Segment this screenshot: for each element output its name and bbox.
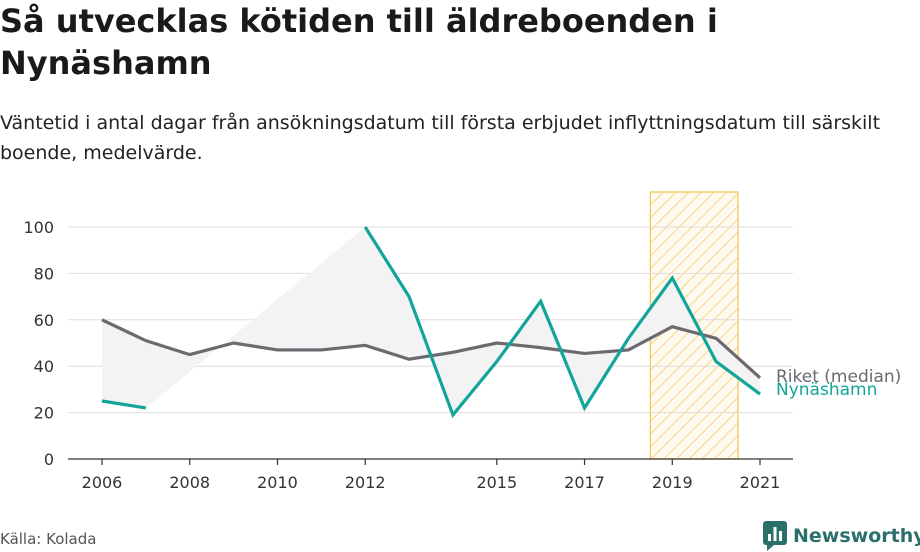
x-tick-label-2017: 2017: [564, 473, 605, 492]
brand-logo[interactable]: Newsworthy: [763, 520, 920, 552]
x-tick-label-2006: 2006: [82, 473, 123, 492]
x-tick-label-2015: 2015: [476, 473, 517, 492]
y-tick-label-20: 20: [34, 404, 54, 423]
x-tick-label-2012: 2012: [345, 473, 386, 492]
newsworthy-logo-icon: [763, 521, 787, 551]
difference-band: [102, 319, 146, 408]
x-tick-label-2010: 2010: [257, 473, 298, 492]
series-label-riket: Riket (median): [776, 367, 901, 387]
line-chart: 0 20 40 60 80 100 2006 2008 2010 2012 2015 2017 201…: [23, 191, 901, 492]
brand-name: Newsworthy: [793, 525, 920, 547]
y-tick-label-40: 40: [34, 357, 54, 376]
series-line-nynashamn: [363, 226, 761, 419]
series-label-nynashamn: Nynäshamn: [776, 380, 877, 400]
x-tick-label-2019: 2019: [652, 473, 693, 492]
difference-band: [365, 227, 760, 415]
x-tick-label-2008: 2008: [169, 473, 210, 492]
y-tick-label-0: 0: [44, 450, 54, 469]
difference-band-gap: [145, 227, 366, 408]
y-tick-label-100: 100: [23, 218, 54, 237]
y-tick-label-60: 60: [34, 311, 54, 330]
y-tick-label-80: 80: [34, 264, 54, 283]
chart-subtitle: Väntetid i antal dagar från ansökningsda…: [0, 112, 881, 164]
series-line-nynashamn: [101, 399, 147, 410]
x-tick-label-2021: 2021: [740, 473, 781, 492]
source-note: Källa: Kolada: [0, 530, 97, 548]
chart-title: Så utvecklas kötiden till äldreboenden i…: [0, 2, 718, 82]
